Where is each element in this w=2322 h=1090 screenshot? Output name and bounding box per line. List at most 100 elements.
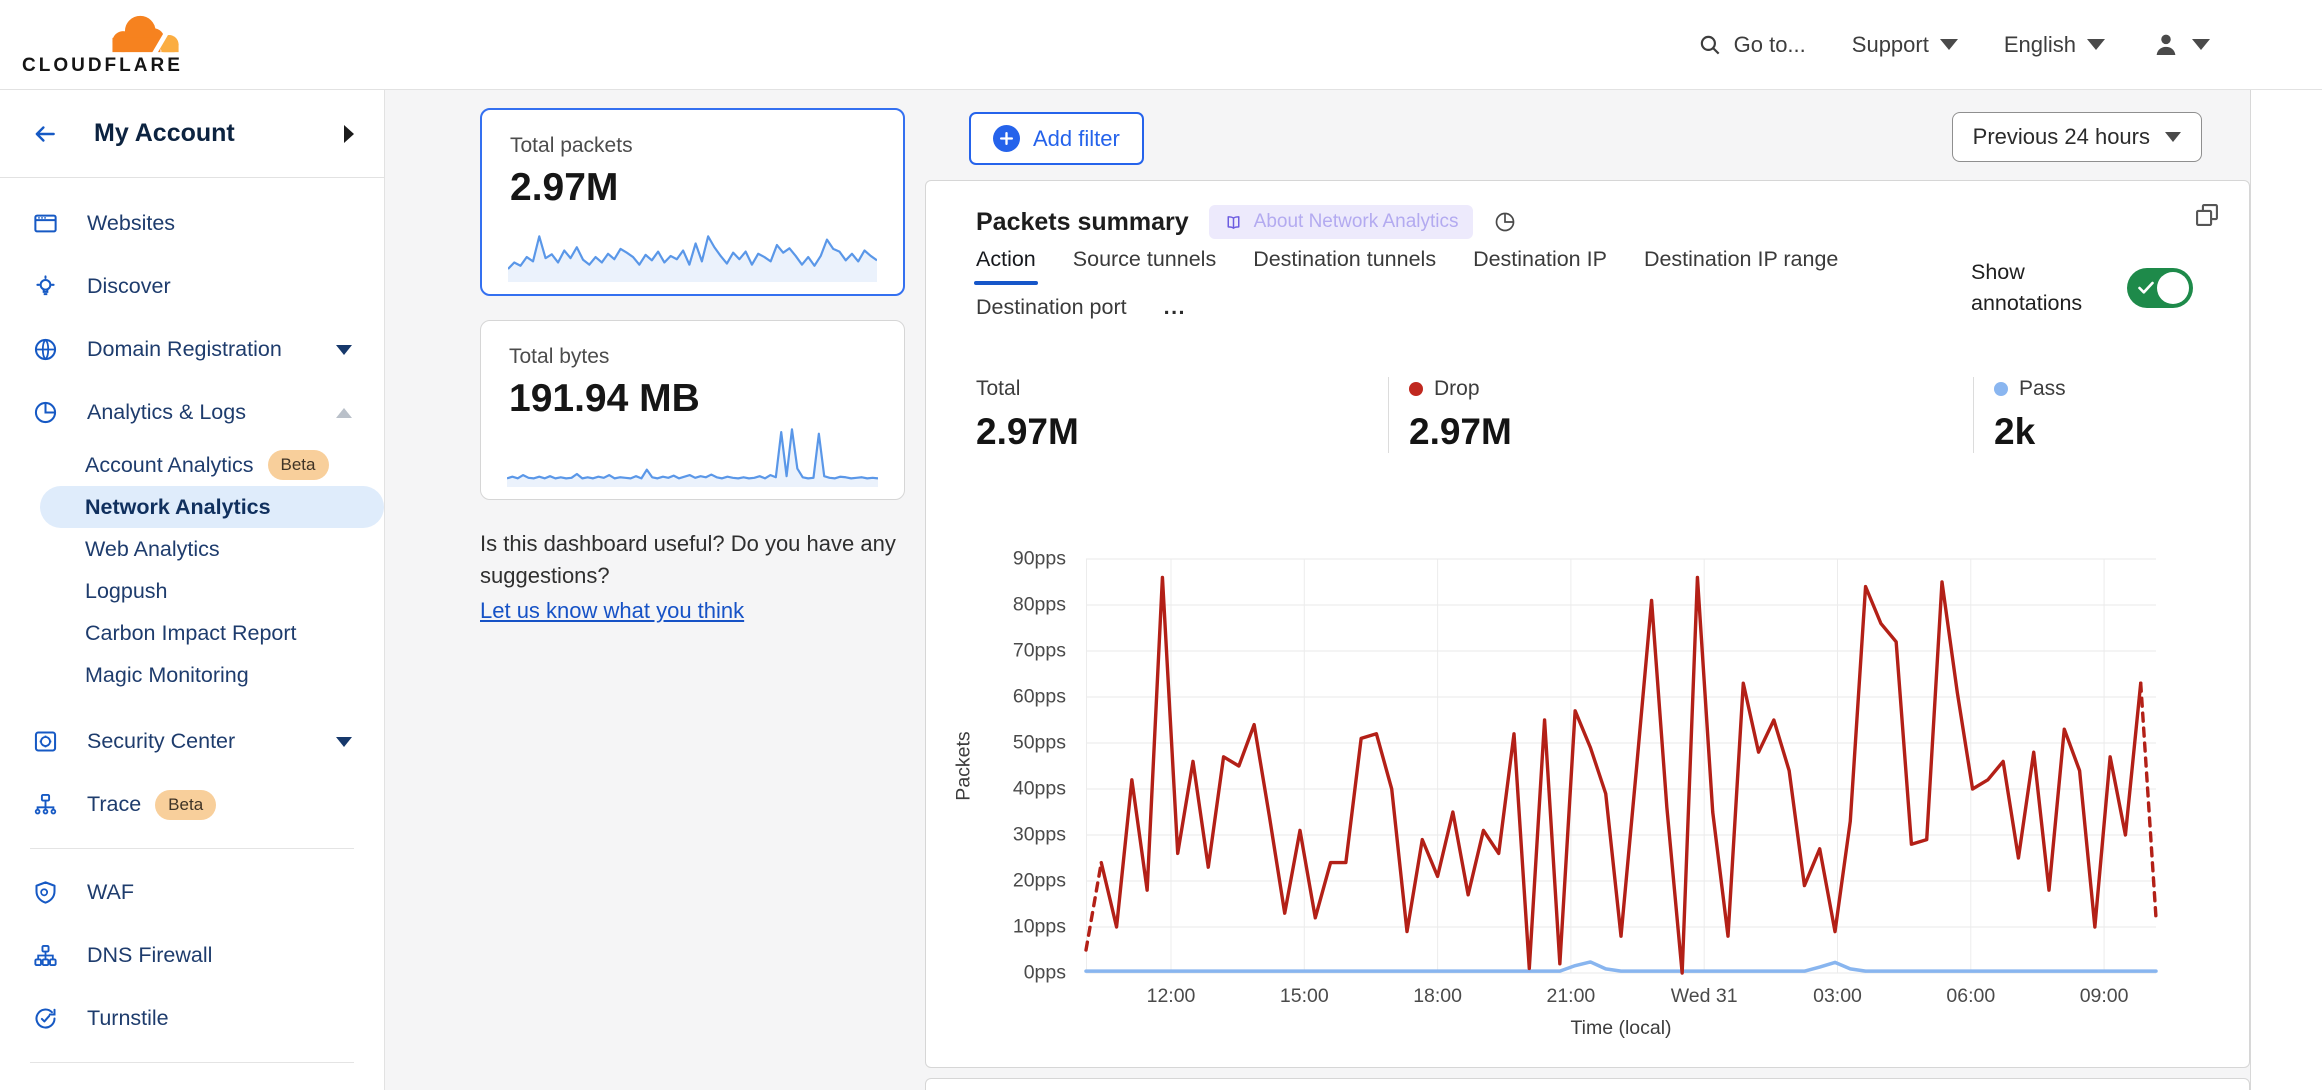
show-annotations-toggle[interactable] — [2127, 268, 2193, 308]
back-arrow-icon[interactable] — [30, 121, 60, 147]
stat-drop: Drop 2.97M — [1388, 377, 1973, 453]
sidebar-item-label: Domain Registration — [87, 337, 282, 361]
tab-destination-ip-range[interactable]: Destination IP range — [1643, 247, 1839, 271]
y-tick-label: 30pps — [1012, 823, 1066, 846]
y-tick-label: 40pps — [1012, 777, 1066, 800]
tabs-overflow-button[interactable]: ... — [1163, 295, 1187, 319]
x-tick-label: 03:00 — [1813, 985, 1862, 1007]
stat-pass: Pass 2k — [1973, 377, 2199, 453]
browser-icon — [34, 214, 57, 233]
tab-destination-ip[interactable]: Destination IP — [1473, 247, 1607, 271]
chevron-right-icon — [344, 124, 354, 143]
scrollbar-gutter[interactable] — [2250, 90, 2322, 1090]
sidebar-item-carbon-impact-report[interactable]: Carbon Impact Report — [40, 612, 384, 654]
pass-series-dot — [1994, 382, 2008, 396]
about-badge-label: About Network Analytics — [1253, 211, 1459, 232]
card-value: 2.97M — [510, 166, 619, 209]
x-tick-label: 06:00 — [1946, 985, 1996, 1007]
trace-icon — [34, 793, 57, 815]
user-icon — [2156, 34, 2176, 55]
language-menu[interactable]: English — [2004, 32, 2105, 58]
feedback-link[interactable]: Let us know what you think — [480, 598, 745, 623]
language-label: English — [2003, 31, 2076, 57]
sidebar-item-turnstile[interactable]: Turnstile — [0, 987, 384, 1050]
stats-row: Total 2.97M Drop 2.97M Pass 2k — [976, 377, 2199, 453]
y-tick-label: 80pps — [1012, 593, 1066, 616]
account-name: My Account — [94, 119, 235, 147]
sidebar-item-domain-registration[interactable]: Domain Registration — [0, 318, 384, 381]
x-tick-label: Wed 31 — [1670, 985, 1738, 1007]
sparkline-line — [507, 429, 878, 478]
about-network-analytics-badge[interactable]: About Network Analytics — [1208, 205, 1473, 239]
total-bytes-card[interactable]: Total bytes 191.94 MB — [480, 320, 905, 500]
panel-title: Packets summary — [976, 207, 1189, 236]
chevron-down-icon — [2165, 132, 2181, 142]
feedback-block: Is this dashboard useful? Do you have an… — [480, 528, 920, 627]
tab-destination-tunnels[interactable]: Destination tunnels — [1253, 247, 1437, 271]
sidebar-item-web-analytics[interactable]: Web Analytics — [40, 528, 384, 570]
sidebar-item-websites[interactable]: Websites — [0, 192, 384, 255]
y-tick-label: 50pps — [1012, 731, 1066, 754]
card-label: Total bytes — [509, 345, 610, 368]
pie-chart-icon — [34, 401, 57, 424]
sidebar-item-waf[interactable]: WAF — [0, 861, 384, 924]
support-label: Support — [1851, 31, 1929, 57]
toggle-knob — [2157, 272, 2189, 304]
sidebar-item-partial[interactable] — [0, 1075, 384, 1090]
sidebar-item-analytics-logs[interactable]: Analytics & Logs — [0, 381, 384, 444]
sidebar-item-security-center[interactable]: Security Center — [0, 710, 384, 773]
stat-value: 2k — [1994, 411, 2036, 452]
pass-line — [1086, 962, 2156, 971]
cloudflare-logo[interactable]: CLOUDFLARE — [22, 12, 197, 77]
sidebar-item-label: Carbon Impact Report — [85, 620, 297, 645]
sidebar-item-account-analytics[interactable]: Account Analytics Beta — [40, 444, 384, 486]
tab-destination-port[interactable]: Destination port — [976, 295, 1127, 319]
chevron-down-icon — [1939, 39, 1958, 50]
sidebar-item-network-analytics[interactable]: Network Analytics — [40, 486, 384, 528]
total-packets-card[interactable]: Total packets 2.97M — [480, 108, 905, 296]
stat-value: 2.97M — [976, 411, 1079, 452]
sidebar-item-logpush[interactable]: Logpush — [40, 570, 384, 612]
x-tick-label: 15:00 — [1279, 985, 1329, 1007]
sidebar-item-dns-firewall[interactable]: DNS Firewall — [0, 924, 384, 987]
chevron-down-icon — [336, 344, 352, 355]
pie-timer-icon — [1495, 212, 1514, 232]
drop-series-dot — [1409, 382, 1423, 396]
panel-header: Packets summary About Network Analytics — [976, 205, 1517, 239]
sidebar-item-label: Websites — [87, 211, 176, 235]
plus-icon — [993, 125, 1020, 152]
account-menu[interactable] — [2151, 30, 2210, 60]
sparkline-fill — [508, 236, 877, 282]
expand-icon — [2196, 204, 2218, 226]
sidebar-item-magic-monitoring[interactable]: Magic Monitoring — [40, 654, 384, 696]
stat-label: Pass — [1994, 377, 2199, 401]
cloudflare-cloud-icon — [98, 15, 194, 58]
expand-panel-button[interactable] — [2193, 201, 2221, 234]
packets-sparkline — [508, 218, 877, 282]
packets-summary-panel: Packets summary About Network Analytics … — [925, 180, 2250, 1068]
bytes-sparkline — [507, 423, 878, 487]
top-nav: Go to... Support English — [1697, 30, 2322, 60]
sidebar-item-discover[interactable]: Discover — [0, 255, 384, 318]
show-annotations-control: Show annotations — [1971, 257, 2193, 319]
dimension-tabs: Action Source tunnels Destination tunnel… — [974, 247, 1876, 333]
line-chart-plot[interactable] — [1086, 559, 2156, 973]
time-range-dropdown[interactable]: Previous 24 hours — [1951, 112, 2202, 162]
sidebar-item-trace[interactable]: Trace Beta — [0, 773, 384, 836]
shield-gear-icon — [35, 881, 56, 904]
stat-label-text: Drop — [1434, 377, 1480, 400]
search-icon — [1700, 35, 1720, 54]
tab-action[interactable]: Action — [974, 247, 1038, 285]
add-filter-button[interactable]: Add filter — [969, 112, 1144, 165]
x-tick-label: 12:00 — [1146, 985, 1196, 1007]
sidebar-item-label: Logpush — [85, 578, 168, 603]
tab-source-tunnels[interactable]: Source tunnels — [1072, 247, 1217, 271]
analytics-submenu: Account Analytics Beta Network Analytics… — [0, 444, 384, 696]
x-axis-title: Time (local) — [1570, 1017, 1672, 1039]
y-tick-label: 20pps — [1012, 869, 1066, 892]
sidebar-account-header[interactable]: My Account — [0, 90, 384, 178]
sidebar-item-label: Turnstile — [87, 1006, 169, 1030]
support-menu[interactable]: Support — [1852, 32, 1958, 58]
goto-search[interactable]: Go to... — [1697, 32, 1806, 58]
rotate-check-icon — [35, 1008, 56, 1029]
